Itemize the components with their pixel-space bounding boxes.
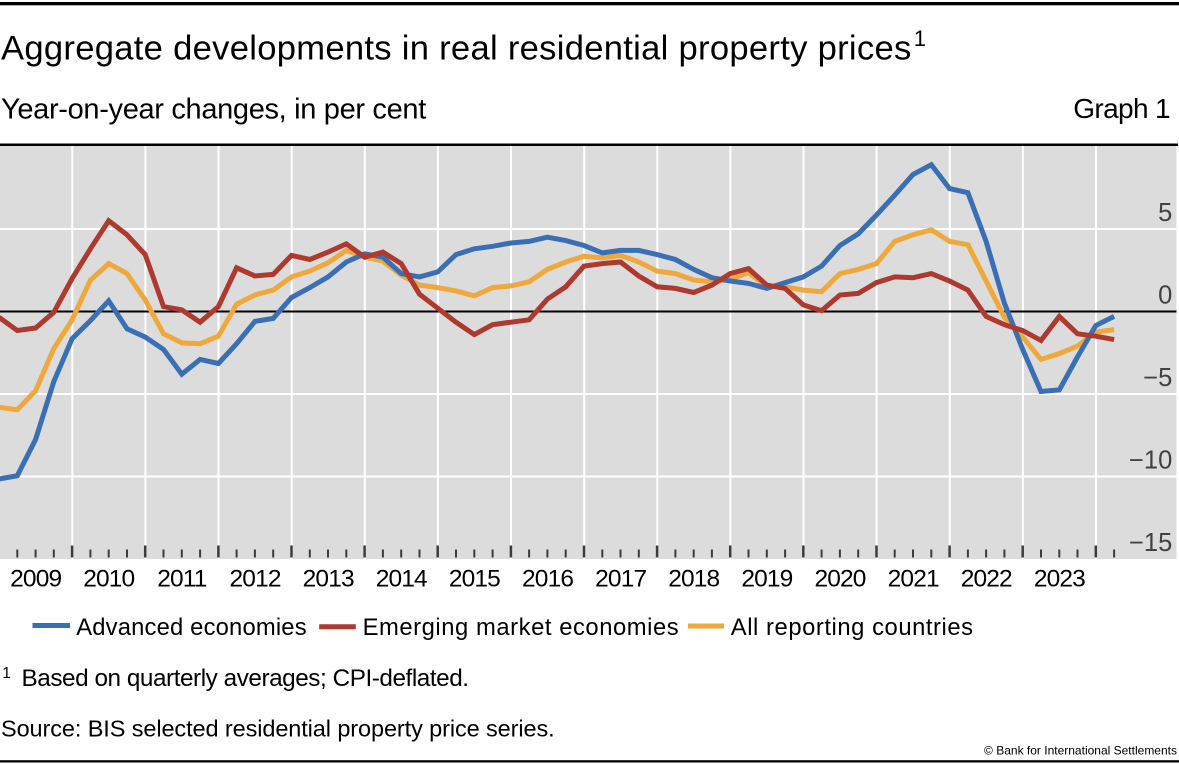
svg-text:2021: 2021 <box>888 566 939 593</box>
svg-text:2019: 2019 <box>741 566 792 593</box>
svg-text:5: 5 <box>1158 199 1172 227</box>
svg-text:2012: 2012 <box>230 566 281 593</box>
svg-text:−15: −15 <box>1129 529 1172 557</box>
svg-text:2018: 2018 <box>668 566 719 593</box>
svg-text:−10: −10 <box>1129 447 1172 475</box>
svg-text:2023: 2023 <box>1034 566 1085 593</box>
svg-text:2017: 2017 <box>595 566 646 593</box>
svg-text:−5: −5 <box>1143 364 1172 392</box>
svg-text:2014: 2014 <box>376 566 427 593</box>
svg-text:2020: 2020 <box>814 566 865 593</box>
svg-text:2010: 2010 <box>83 566 134 593</box>
svg-text:1: 1 <box>2 665 11 682</box>
svg-text:2011: 2011 <box>157 566 207 593</box>
svg-text:2022: 2022 <box>961 566 1012 593</box>
svg-text:Emerging market economies: Emerging market economies <box>363 614 680 641</box>
svg-text:1: 1 <box>914 26 926 51</box>
svg-text:0: 0 <box>1158 282 1172 310</box>
svg-text:Advanced economies: Advanced economies <box>76 614 307 641</box>
svg-text:Aggregate developments in real: Aggregate developments in real residenti… <box>1 29 912 67</box>
svg-text:All reporting countries: All reporting countries <box>731 614 974 641</box>
svg-text:2016: 2016 <box>522 566 573 593</box>
svg-text:© Bank for International Settl: © Bank for International Settlements <box>984 744 1177 758</box>
svg-text:2013: 2013 <box>303 566 354 593</box>
svg-text:Year-on-year changes, in per c: Year-on-year changes, in per cent <box>1 93 426 125</box>
svg-text:Based on quarterly averages; C: Based on quarterly averages; CPI-deflate… <box>22 665 469 692</box>
svg-text:Graph 1: Graph 1 <box>1073 93 1170 124</box>
svg-text:Source: BIS selected residenti: Source: BIS selected residential propert… <box>1 716 555 742</box>
svg-text:2015: 2015 <box>449 566 500 593</box>
svg-text:2009: 2009 <box>10 566 61 593</box>
